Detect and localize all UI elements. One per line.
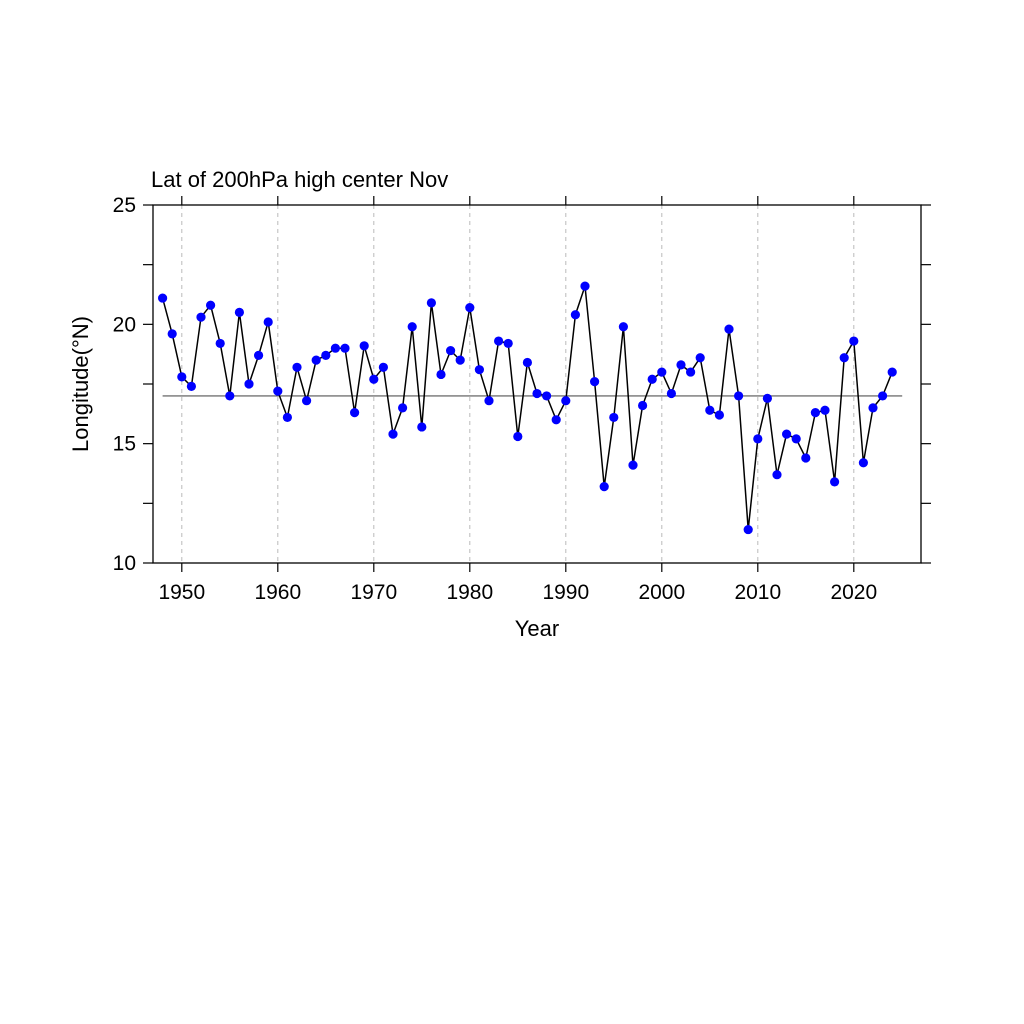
data-point [868, 403, 878, 413]
data-point [484, 396, 494, 406]
grid-lines [181, 205, 855, 563]
data-point [244, 379, 254, 389]
data-point [465, 303, 475, 313]
data-point [302, 396, 312, 406]
data-point [887, 367, 897, 377]
data-point [724, 324, 734, 334]
data-point [196, 312, 206, 322]
data-point [772, 470, 782, 480]
data-point [580, 281, 590, 291]
data-point [647, 374, 657, 384]
data-point [791, 434, 801, 444]
data-point [810, 408, 821, 418]
y-tick-label: 15 [113, 433, 136, 456]
chart-title: Lat of 200hPa high center Nov [151, 167, 448, 192]
data-point [503, 338, 513, 349]
data-point [878, 391, 888, 401]
data-point [609, 412, 619, 423]
data-point [234, 307, 244, 317]
x-tick-label: 1970 [350, 581, 397, 604]
data-point [666, 388, 677, 399]
data-point [455, 355, 465, 365]
data-point [474, 365, 484, 375]
data-point [820, 405, 830, 415]
data-point [676, 360, 686, 370]
data-point [321, 350, 331, 360]
axes: 1950 1960 1970 1980 1990 2000 2010 2020 10 15 20 25 [113, 194, 931, 604]
x-tick-label: 1950 [158, 581, 205, 604]
data-point [849, 336, 859, 346]
data-point [599, 482, 609, 492]
plot-frame [152, 204, 922, 564]
data-point [417, 422, 427, 432]
data-point [369, 374, 379, 384]
x-tick-label: 1960 [254, 581, 301, 604]
y-axis-label: Longitude(°N) [68, 316, 93, 452]
data-point [743, 524, 753, 535]
data-point [186, 381, 196, 391]
data-point [350, 408, 360, 418]
data-point [167, 329, 177, 339]
x-tick-label: 1980 [446, 581, 493, 604]
data-point [551, 415, 561, 425]
x-axis-label: Year [515, 616, 559, 641]
y-tick-label: 10 [113, 552, 136, 575]
data-point [330, 343, 340, 353]
data-point [628, 460, 638, 470]
data-point [618, 322, 629, 332]
data-point [225, 391, 235, 401]
data-point [638, 400, 648, 411]
data-point [359, 341, 369, 351]
data-point [311, 355, 321, 365]
x-tick-label: 2020 [830, 581, 877, 604]
data-point [686, 367, 696, 377]
x-tick-label: 1990 [542, 581, 589, 604]
data-point [378, 362, 388, 372]
data-point [254, 350, 264, 360]
data-point [215, 338, 225, 349]
data-point [282, 412, 292, 423]
data-point [858, 458, 869, 468]
data-point [426, 298, 436, 308]
data-point [801, 453, 811, 463]
data-point [494, 336, 504, 346]
data-point [513, 431, 523, 442]
data-point [273, 386, 283, 396]
data-point [753, 434, 763, 444]
y-tick-label: 20 [113, 313, 136, 336]
data-point [436, 369, 446, 380]
data-point [388, 429, 398, 439]
data-point [830, 477, 840, 487]
data-point [782, 429, 792, 439]
data-point [561, 396, 571, 406]
data-point [263, 317, 273, 327]
data-point [407, 322, 417, 332]
data-point [446, 345, 456, 356]
data-point [292, 362, 302, 372]
series-group [158, 281, 897, 535]
data-point [398, 403, 408, 413]
data-point [522, 357, 533, 368]
data-point [570, 310, 581, 320]
x-tick-label: 2010 [734, 581, 781, 604]
data-point [705, 405, 715, 415]
x-tick-label: 2000 [638, 581, 685, 604]
data-point [532, 388, 542, 399]
data-point [839, 353, 849, 363]
data-point [542, 391, 552, 401]
data-point [714, 410, 725, 420]
data-point [177, 372, 187, 382]
data-point [206, 300, 216, 310]
data-point [158, 293, 168, 303]
data-point [762, 393, 773, 403]
data-point [734, 391, 744, 401]
y-tick-label: 25 [113, 194, 136, 217]
data-point [657, 367, 667, 377]
data-point [695, 353, 705, 363]
data-point [590, 377, 600, 387]
data-point [340, 343, 350, 353]
